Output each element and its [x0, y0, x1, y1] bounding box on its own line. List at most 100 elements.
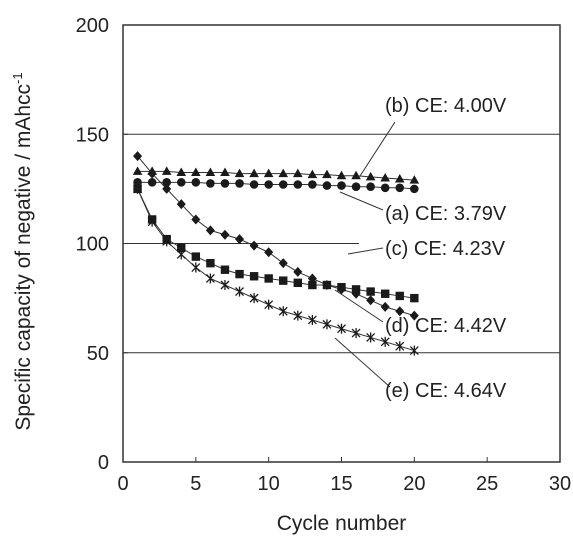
star-marker [176, 249, 186, 260]
square-marker [249, 272, 259, 281]
diamond-marker [133, 151, 143, 162]
star-marker [351, 328, 361, 339]
x-tick-label: 15 [330, 473, 352, 495]
diamond-marker [278, 258, 288, 269]
square-marker [395, 291, 404, 301]
star-marker [278, 306, 288, 317]
square-marker [220, 265, 230, 274]
diamond-marker [366, 295, 376, 306]
diamond-marker [205, 225, 215, 236]
x-tick-label: 10 [258, 473, 280, 495]
star-marker [133, 183, 143, 194]
triangle-marker [278, 168, 289, 178]
star-marker [205, 273, 215, 284]
triangle-marker [249, 168, 259, 178]
diamond-marker [162, 183, 172, 194]
annotation-leader-line [334, 289, 384, 323]
square-marker [337, 283, 346, 292]
reference-lines [123, 133, 560, 354]
y-tick-label: 50 [87, 343, 109, 365]
x-tick-label: 30 [549, 473, 571, 495]
square-marker [264, 274, 273, 283]
square-marker [279, 276, 288, 285]
y-tick-label: 100 [76, 234, 109, 256]
star-marker [380, 336, 390, 347]
series-annotation-label: (b) CE: 4.00V [385, 95, 507, 117]
circle-marker [395, 183, 405, 193]
series-annotation-label: (c) CE: 4.23V [385, 238, 506, 260]
annotation-leader-line [339, 191, 384, 211]
star-marker [147, 216, 157, 227]
x-axis-label: Cycle number [277, 512, 407, 535]
circle-marker [293, 180, 303, 189]
annotation-leader-line [334, 337, 391, 388]
y-tick-label: 150 [76, 124, 109, 146]
diamond-marker [220, 229, 230, 240]
square-marker [177, 243, 186, 253]
y-tick-label: 0 [98, 452, 109, 474]
star-marker [337, 323, 346, 334]
y-tick-label: 200 [76, 15, 109, 37]
triangle-marker [176, 167, 187, 176]
triangle-marker [409, 175, 420, 184]
series-line [137, 188, 415, 352]
square-marker [351, 285, 361, 294]
star-marker [249, 293, 259, 304]
triangle-marker [205, 167, 216, 176]
triangle-marker [365, 171, 376, 181]
triangle-marker [132, 166, 143, 175]
triangle-marker [234, 168, 245, 178]
diamond-marker [235, 234, 245, 245]
triangle-marker [263, 168, 274, 178]
circle-marker [176, 178, 186, 187]
square-marker [206, 258, 215, 268]
circle-marker [366, 182, 375, 191]
x-tick-label: 25 [476, 473, 498, 495]
circle-marker [249, 180, 259, 189]
y-axis-label: Specific capacity of negative / mAhcc-1 [10, 72, 35, 430]
triangle-marker [351, 170, 361, 180]
star-marker [409, 345, 419, 356]
diamond-marker [264, 247, 274, 258]
circle-marker [410, 184, 419, 194]
diamond-marker [147, 168, 157, 179]
star-marker [307, 314, 317, 325]
circle-marker [133, 178, 142, 187]
diamond-marker [380, 301, 390, 312]
circle-marker [147, 178, 157, 187]
series-annotation-label: (d) CE: 4.42V [385, 315, 507, 337]
triangle-marker [191, 167, 201, 176]
circle-marker [220, 179, 230, 188]
triangle-marker [293, 168, 303, 178]
y-axis-label-text: Specific capacity of negative / mAhcc [12, 84, 35, 431]
circle-marker [322, 181, 332, 190]
star-marker [395, 341, 405, 352]
circle-marker [308, 180, 317, 189]
triangle-marker [336, 170, 347, 180]
triangle-marker [220, 167, 230, 176]
circle-marker [162, 178, 171, 187]
y-axis-label-superscript: -1 [10, 72, 25, 84]
circle-marker [337, 181, 346, 190]
circle-marker [206, 179, 215, 188]
axis-ticks: 0 50 100 150 200 0 5 10 15 20 25 30 [76, 15, 572, 495]
triangle-marker [380, 172, 390, 182]
square-marker [191, 252, 201, 261]
star-marker [293, 310, 303, 321]
x-tick-label: 20 [403, 473, 425, 495]
circle-marker [264, 180, 273, 189]
triangle-marker [394, 174, 405, 183]
star-marker [191, 262, 201, 273]
diamond-marker [409, 310, 419, 321]
series-annotation-label: (e) CE: 4.64V [385, 380, 507, 402]
star-marker [366, 332, 376, 343]
star-marker [220, 280, 230, 291]
series-markers [132, 151, 420, 356]
circle-marker [235, 179, 244, 188]
square-marker [410, 293, 419, 303]
x-tick-label: 5 [190, 473, 201, 495]
square-marker [381, 289, 390, 298]
triangle-marker [161, 166, 172, 175]
square-marker [293, 278, 302, 288]
